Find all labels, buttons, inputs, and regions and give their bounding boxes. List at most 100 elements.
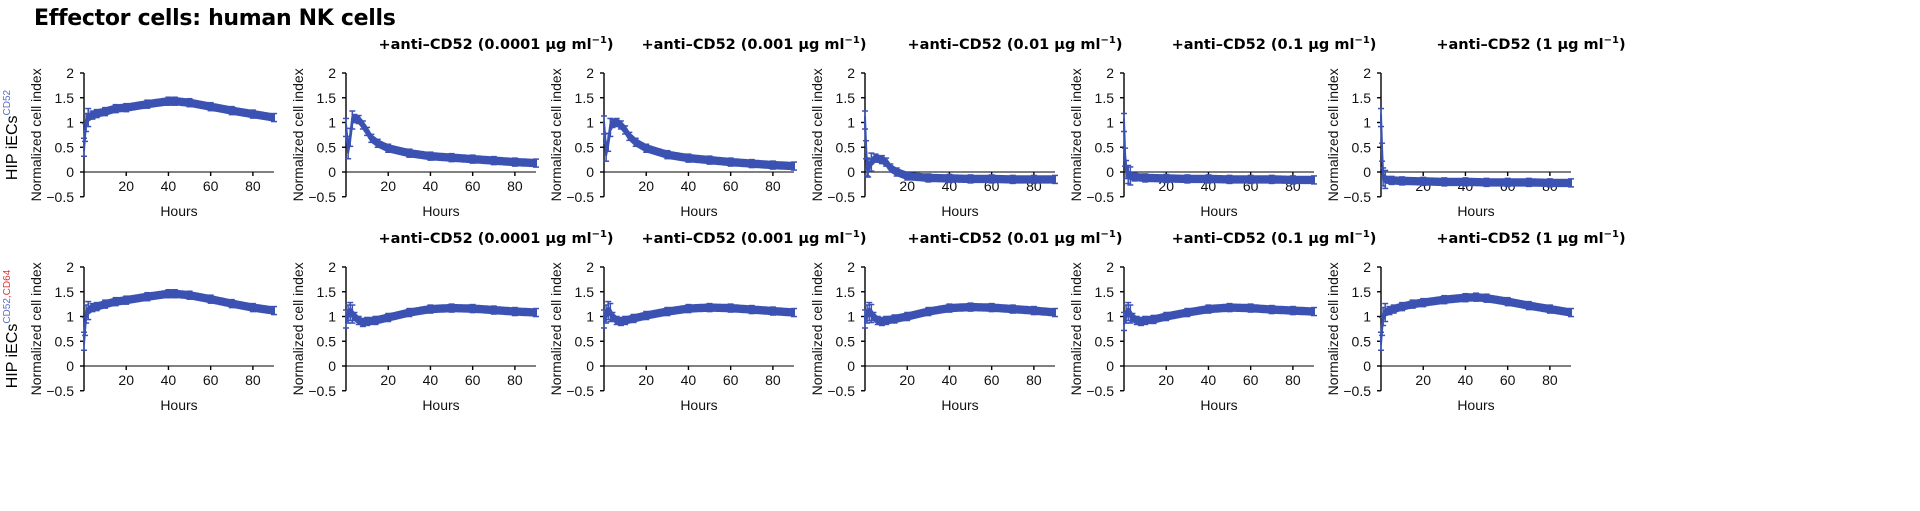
y-tick-label: 0 <box>1363 358 1371 374</box>
x-axis-title: Hours <box>1457 203 1494 219</box>
y-tick-label: 0 <box>586 164 594 180</box>
panel-title-suffix: ) <box>607 37 614 53</box>
y-tick-label: 0.5 <box>1352 139 1372 155</box>
y-tick-label: 1 <box>1106 309 1114 325</box>
x-tick-label: 20 <box>638 178 654 194</box>
x-tick-label: 40 <box>1201 372 1217 388</box>
x-tick-label: 40 <box>681 178 697 194</box>
x-axis-title: Hours <box>680 397 717 413</box>
y-tick-label: 0 <box>66 358 74 374</box>
y-tick-label: 1.5 <box>1352 90 1372 106</box>
y-tick-label: 1.5 <box>1095 90 1115 106</box>
x-axis-title: Hours <box>1200 203 1237 219</box>
y-tick-label: 1 <box>1363 115 1371 131</box>
series-band <box>1123 118 1315 185</box>
x-tick-label: 80 <box>245 372 261 388</box>
panel-title-suffix: ) <box>1619 37 1626 53</box>
chart-panel-r0-c0: 2 1.5 1 0.5 0 −0.5 20 40 60 80 Hours Normalized cel… <box>28 65 277 219</box>
x-tick-label: 20 <box>380 372 396 388</box>
y-tick-label: 0.5 <box>836 139 856 155</box>
panel-title-exponent: −1 <box>1100 35 1115 46</box>
y-tick-label: 0 <box>847 164 855 180</box>
panel-title-suffix: ) <box>1370 37 1377 53</box>
x-tick-label: 60 <box>1500 372 1516 388</box>
y-tick-label: −0.5 <box>827 383 855 399</box>
y-tick-label: −0.5 <box>46 383 74 399</box>
panel-title-exponent: −1 <box>845 229 860 240</box>
y-tick-label: −0.5 <box>566 383 594 399</box>
y-tick-label: 1.5 <box>55 90 75 106</box>
panel-title-exponent: −1 <box>1604 229 1619 240</box>
figure-title: Effector cells: human NK cells <box>34 6 396 31</box>
y-axis-title: Normalized cell index <box>809 68 825 201</box>
y-axis-title: Normalized cell index <box>1325 68 1341 201</box>
y-tick-label: 1 <box>847 309 855 325</box>
series-band <box>603 118 795 171</box>
panel-title: +anti–CD52 (1 μg ml−1) <box>1436 229 1625 247</box>
y-axis-title: Normalized cell index <box>1068 68 1084 201</box>
row-label-superscript: CD52 <box>2 298 13 324</box>
x-tick-label: 40 <box>423 372 439 388</box>
panel-title: +anti–CD52 (0.0001 μg ml−1) <box>378 35 613 53</box>
panel-title: +anti–CD52 (0.0001 μg ml−1) <box>378 229 613 247</box>
y-tick-label: 2 <box>328 65 336 81</box>
y-tick-label: 0.5 <box>55 333 75 349</box>
x-tick-label: 20 <box>1158 372 1174 388</box>
x-tick-label: 80 <box>765 178 781 194</box>
panel-title: +anti–CD52 (0.01 μg ml−1) <box>908 35 1123 53</box>
y-tick-label: 2 <box>66 65 74 81</box>
x-tick-label: 80 <box>1542 372 1558 388</box>
panel-title: +anti–CD52 (0.001 μg ml−1) <box>641 229 866 247</box>
panel-title-suffix: ) <box>1619 231 1626 247</box>
row-label-base: HIP iECs <box>4 115 21 180</box>
y-axis-title: Normalized cell index <box>548 68 564 201</box>
y-axis-title: Normalized cell index <box>290 262 306 395</box>
y-tick-label: 1 <box>586 309 594 325</box>
panel-title-exponent: −1 <box>845 35 860 46</box>
series-band <box>345 114 537 168</box>
y-tick-label: −0.5 <box>308 383 336 399</box>
y-tick-label: −0.5 <box>566 189 594 205</box>
y-axis-title: Normalized cell index <box>290 68 306 201</box>
y-tick-label: 0.5 <box>575 333 595 349</box>
y-tick-label: 1 <box>328 115 336 131</box>
x-tick-label: 40 <box>161 372 177 388</box>
x-tick-label: 40 <box>1458 372 1474 388</box>
panel-title: +anti–CD52 (1 μg ml−1) <box>1436 35 1625 53</box>
y-tick-label: −0.5 <box>308 189 336 205</box>
y-tick-label: 1 <box>586 115 594 131</box>
panel-title-exponent: −1 <box>1100 229 1115 240</box>
panel-title-exponent: −1 <box>592 229 607 240</box>
y-axis-title: Normalized cell index <box>809 262 825 395</box>
x-tick-label: 20 <box>118 178 134 194</box>
panel-title-exponent: −1 <box>592 35 607 46</box>
y-tick-label: 2 <box>328 259 336 275</box>
row-label-1: HIP iECsCD52 <box>2 89 21 180</box>
x-tick-label: 60 <box>465 372 481 388</box>
y-tick-label: 0 <box>847 358 855 374</box>
panel-title-suffix: ) <box>607 231 614 247</box>
panel-title-text: +anti–CD52 (0.01 μg ml <box>908 37 1101 53</box>
x-tick-label: 60 <box>465 178 481 194</box>
x-axis-title: Hours <box>1457 397 1494 413</box>
y-tick-label: 0.5 <box>836 333 856 349</box>
x-axis-title: Hours <box>680 203 717 219</box>
x-tick-label: 20 <box>380 178 396 194</box>
x-tick-label: 80 <box>1026 372 1042 388</box>
panel-title: +anti–CD52 (0.01 μg ml−1) <box>908 229 1123 247</box>
panel-title: +anti–CD52 (0.001 μg ml−1) <box>641 35 866 53</box>
x-tick-label: 60 <box>984 372 1000 388</box>
y-tick-label: 1.5 <box>317 284 337 300</box>
x-tick-label: 80 <box>765 372 781 388</box>
series-band <box>83 97 275 152</box>
y-tick-label: 0 <box>66 164 74 180</box>
panel-title-suffix: ) <box>1116 231 1123 247</box>
panel-title-text: +anti–CD52 (1 μg ml <box>1436 37 1603 53</box>
panel-title: +anti–CD52 (0.1 μg ml−1) <box>1172 229 1377 247</box>
y-tick-label: 1.5 <box>1352 284 1372 300</box>
